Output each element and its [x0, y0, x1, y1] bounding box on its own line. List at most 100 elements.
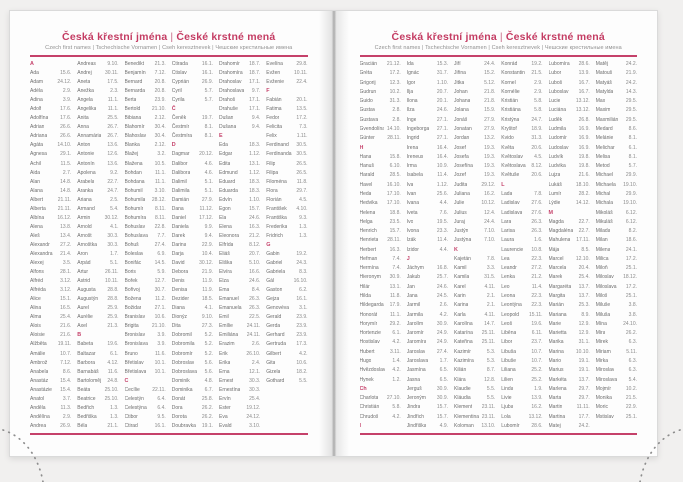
name-entry: Bruno 11.6.: [125, 350, 166, 359]
name-label: Adrian: [30, 124, 45, 131]
page-title: Česká křestní jména | České krstné mená: [360, 32, 638, 43]
name-entry: Ilza 24.6.: [407, 106, 448, 115]
name-entry: Jaroslav 27.4.: [407, 348, 448, 357]
name-entry: Bronislava 3.9.: [125, 340, 166, 349]
date-label: 14.10.: [57, 142, 72, 149]
name-entry: Jerguš 30.9.: [407, 385, 448, 394]
name-entry: Fatima 13.5.: [266, 105, 307, 114]
name-label: Anatol: [30, 395, 45, 402]
name-entry: Aneta 17.5.: [77, 78, 118, 87]
date-label: 3.12.: [60, 278, 72, 285]
name-label: Denis: [171, 278, 185, 285]
name-label: Aneta: [77, 79, 91, 86]
name-label: Marietta: [548, 330, 567, 337]
name-label: Fabián: [266, 97, 282, 104]
footer-rule: [30, 433, 308, 435]
name-label: Jolana: [454, 107, 469, 114]
name-label: Larisa: [501, 228, 515, 235]
date-label: 13.5.: [296, 106, 308, 113]
name-label: Jasna: [406, 376, 421, 383]
date-label: 31.5.: [484, 274, 496, 281]
date-label: 4.10.: [296, 205, 308, 212]
name-label: Maxim: [595, 107, 611, 114]
name-label: Isabela: [406, 172, 423, 179]
date-label: 3.10.: [154, 187, 166, 194]
name-label: Gaston: [266, 287, 283, 294]
date-label: 29.5.: [625, 98, 637, 105]
date-label: 23.5.: [389, 218, 401, 225]
date-label: 16.9.: [578, 125, 590, 132]
name-entry: Larisa 26.3.: [501, 227, 542, 236]
name-entry: Marietta 12.9.: [549, 329, 590, 338]
letter-label: K: [454, 246, 458, 253]
date-label: 25.3.: [578, 302, 590, 309]
name-label: Gabriel: [266, 260, 283, 267]
date-label: 19.3.: [484, 172, 496, 179]
date-label: 1.3.: [110, 404, 119, 411]
date-label: 13.8.: [60, 223, 72, 230]
date-label: 2.3.: [110, 88, 119, 95]
name-label: Emiliána: [219, 332, 239, 339]
name-label: Gerald: [266, 314, 282, 321]
name-label: Inge: [406, 116, 417, 123]
date-label: 2.9.: [62, 413, 72, 420]
name-label: Adam: [30, 79, 44, 86]
date-label: 3.11.: [390, 348, 401, 355]
name-entry: Luciána 13.12.: [549, 106, 590, 115]
date-label: 31.3.: [531, 135, 543, 142]
name-label: Maxmilián: [595, 116, 619, 123]
date-label: 3.9.: [157, 341, 166, 348]
title-slovak: České krstné mená: [505, 31, 605, 43]
name-entry: Mikuláš 6.12.: [596, 218, 637, 227]
date-label: 18.3.: [249, 142, 261, 149]
name-label: Darina: [171, 241, 187, 248]
name-entry: Judita 29.12.: [454, 181, 495, 190]
date-label: 24.12.: [246, 413, 261, 420]
name-label: Eleonora: [219, 232, 240, 239]
name-label: Marius: [548, 367, 564, 374]
name-entry: Jonáš 27.9.: [454, 116, 495, 125]
date-label: 24.2.: [625, 61, 637, 67]
name-entry: Evženie 22.4.: [266, 78, 307, 87]
date-label: 17.12.: [199, 214, 213, 221]
date-label: 10.5.: [154, 160, 166, 167]
name-entry: Ida 15.3.: [407, 60, 448, 69]
name-label: Jeroným: [406, 395, 426, 402]
name-entry: Melánie 8.1.: [596, 134, 637, 143]
date-label: 29.5.: [625, 116, 637, 123]
name-label: Hortenzie: [359, 330, 381, 337]
name-label: Chrudoš: [359, 413, 379, 420]
name-entry: Gizela 18.2.: [266, 368, 307, 377]
date-label: 15.7.: [389, 228, 401, 235]
name-label: Celestýna: [124, 404, 147, 411]
name-label: Armand: [77, 205, 95, 212]
date-label: 21.11.: [57, 196, 72, 203]
name-entry: Martina 17.7.: [549, 413, 590, 422]
name-entry: Bohuslav 22.8.: [125, 223, 166, 232]
name-label: Aron: [77, 250, 88, 257]
name-entry: Anton 13.6.: [77, 141, 118, 150]
name-entry: Magdaléna 22.7.: [549, 227, 590, 236]
date-label: 6.1.: [392, 330, 401, 337]
name-label: Kornel: [501, 79, 516, 86]
name-label: Ingrid: [406, 135, 420, 142]
name-entry: Ivan 25.6.: [407, 190, 448, 199]
name-entry: Aleš 13.4.: [30, 232, 71, 241]
name-entry: Drahuše 17.1.: [219, 105, 260, 114]
name-label: Leona: [501, 293, 516, 300]
name-label: Ernest: [219, 377, 234, 384]
date-label: 17.6.: [60, 115, 72, 122]
date-label: 1.10.: [249, 196, 261, 203]
name-label: Marek: [548, 274, 563, 281]
date-label: 15.1.: [60, 296, 72, 303]
name-label: Lea: [501, 255, 510, 262]
name-label: Čestmír: [171, 124, 190, 131]
name-label: Alena: [30, 223, 43, 230]
name-label: Arnoštka: [77, 241, 97, 248]
name-label: Bronislav: [124, 332, 146, 339]
names-column: Evelína 29.8. Evžen 10.11. Evženie 22.4. F Fabi…: [266, 60, 307, 431]
name-label: Margita: [548, 293, 566, 300]
date-label: 10.11.: [293, 70, 308, 77]
name-label: Kryštof: [501, 125, 517, 132]
date-label: 8.12.: [531, 163, 543, 170]
